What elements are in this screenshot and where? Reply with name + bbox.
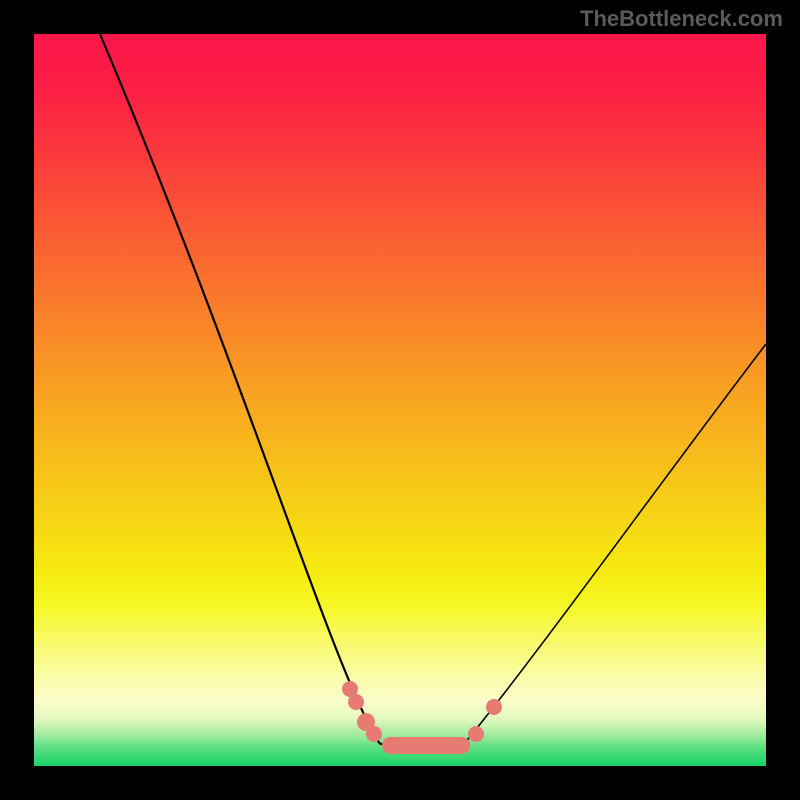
gradient-background [34, 34, 766, 766]
marker-dot [366, 726, 382, 742]
marker-dot [486, 699, 502, 715]
chart-plot-area [34, 34, 766, 766]
chart-svg [34, 34, 766, 766]
marker-pill [382, 737, 470, 754]
watermark-text: TheBottleneck.com [580, 6, 783, 32]
marker-dot [468, 726, 484, 742]
marker-dot [348, 694, 364, 710]
